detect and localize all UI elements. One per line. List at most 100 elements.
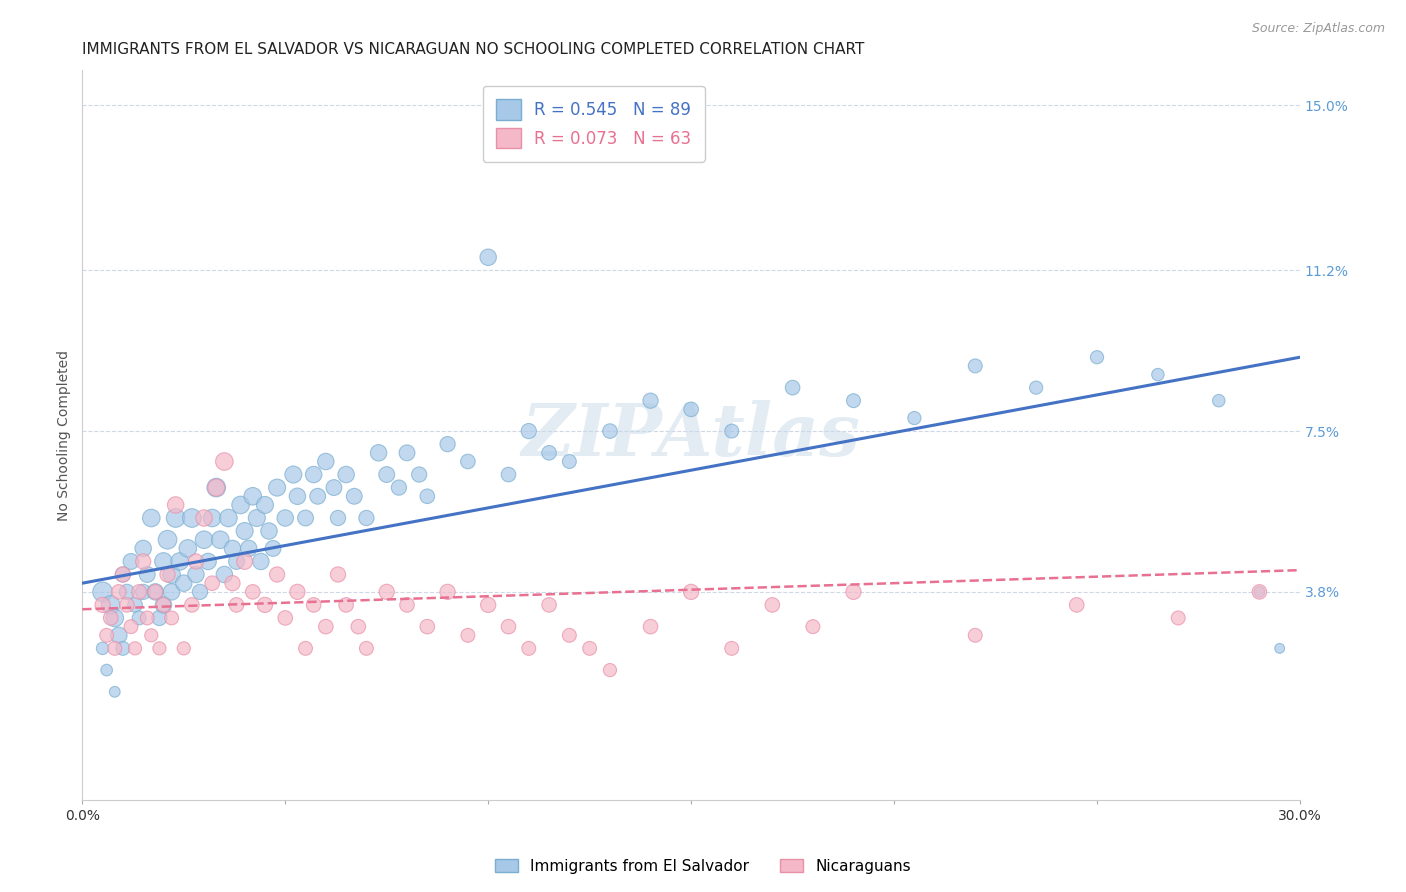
Point — [436, 437, 458, 451]
Point — [965, 359, 987, 373]
Point — [120, 620, 142, 634]
Point — [201, 511, 224, 525]
Point — [302, 598, 325, 612]
Point — [96, 628, 118, 642]
Point — [242, 585, 264, 599]
Point — [124, 641, 146, 656]
Point — [266, 567, 288, 582]
Point — [302, 467, 325, 482]
Point — [177, 541, 200, 556]
Point — [180, 511, 202, 525]
Point — [558, 628, 581, 642]
Point — [965, 628, 987, 642]
Point — [141, 628, 163, 642]
Point — [640, 393, 662, 408]
Point — [128, 611, 150, 625]
Point — [274, 511, 297, 525]
Point — [436, 585, 458, 599]
Point — [681, 402, 703, 417]
Point — [538, 598, 561, 612]
Point — [148, 611, 170, 625]
Point — [111, 567, 134, 582]
Point — [326, 567, 349, 582]
Point — [221, 541, 243, 556]
Point — [388, 481, 411, 495]
Point — [120, 554, 142, 568]
Y-axis label: No Schooling Completed: No Schooling Completed — [58, 350, 72, 521]
Point — [517, 641, 540, 656]
Point — [160, 567, 183, 582]
Point — [214, 567, 236, 582]
Point — [165, 511, 187, 525]
Point — [599, 424, 621, 438]
Point — [599, 663, 621, 677]
Point — [197, 554, 219, 568]
Point — [143, 585, 166, 599]
Point — [152, 598, 174, 612]
Legend: Immigrants from El Salvador, Nicaraguans: Immigrants from El Salvador, Nicaraguans — [489, 853, 917, 880]
Point — [201, 576, 224, 591]
Point — [193, 533, 215, 547]
Point — [169, 554, 191, 568]
Point — [903, 411, 925, 425]
Point — [498, 467, 520, 482]
Point — [225, 554, 247, 568]
Text: Source: ZipAtlas.com: Source: ZipAtlas.com — [1251, 22, 1385, 36]
Point — [124, 598, 146, 612]
Point — [188, 585, 211, 599]
Point — [343, 489, 366, 503]
Point — [152, 554, 174, 568]
Point — [242, 489, 264, 503]
Point — [347, 620, 370, 634]
Point — [335, 598, 357, 612]
Point — [100, 598, 122, 612]
Point — [283, 467, 305, 482]
Point — [100, 611, 122, 625]
Point — [173, 576, 195, 591]
Text: IMMIGRANTS FROM EL SALVADOR VS NICARAGUAN NO SCHOOLING COMPLETED CORRELATION CHA: IMMIGRANTS FROM EL SALVADOR VS NICARAGUA… — [83, 42, 865, 57]
Point — [294, 641, 316, 656]
Text: ZIPAtlas: ZIPAtlas — [522, 400, 860, 471]
Point — [225, 598, 247, 612]
Point — [104, 611, 127, 625]
Point — [681, 585, 703, 599]
Point — [335, 467, 357, 482]
Point — [294, 511, 316, 525]
Point — [842, 393, 865, 408]
Point — [156, 567, 179, 582]
Point — [108, 628, 131, 642]
Point — [1066, 598, 1088, 612]
Point — [233, 524, 256, 538]
Point — [205, 481, 228, 495]
Point — [801, 620, 824, 634]
Point — [315, 454, 337, 468]
Point — [143, 585, 166, 599]
Point — [238, 541, 260, 556]
Point — [165, 498, 187, 512]
Point — [1167, 611, 1189, 625]
Point — [136, 567, 159, 582]
Point — [91, 641, 114, 656]
Point — [214, 454, 236, 468]
Point — [558, 454, 581, 468]
Point — [356, 511, 378, 525]
Point — [160, 611, 183, 625]
Point — [1147, 368, 1170, 382]
Point — [326, 511, 349, 525]
Point — [184, 554, 207, 568]
Point — [408, 467, 430, 482]
Point — [720, 424, 742, 438]
Point — [356, 641, 378, 656]
Point — [287, 489, 309, 503]
Point — [108, 585, 131, 599]
Point — [209, 533, 232, 547]
Point — [262, 541, 284, 556]
Point — [1249, 585, 1271, 599]
Point — [193, 511, 215, 525]
Point — [1249, 585, 1271, 599]
Point — [111, 567, 134, 582]
Point — [375, 585, 398, 599]
Point — [104, 685, 127, 699]
Point — [246, 511, 269, 525]
Point — [152, 598, 174, 612]
